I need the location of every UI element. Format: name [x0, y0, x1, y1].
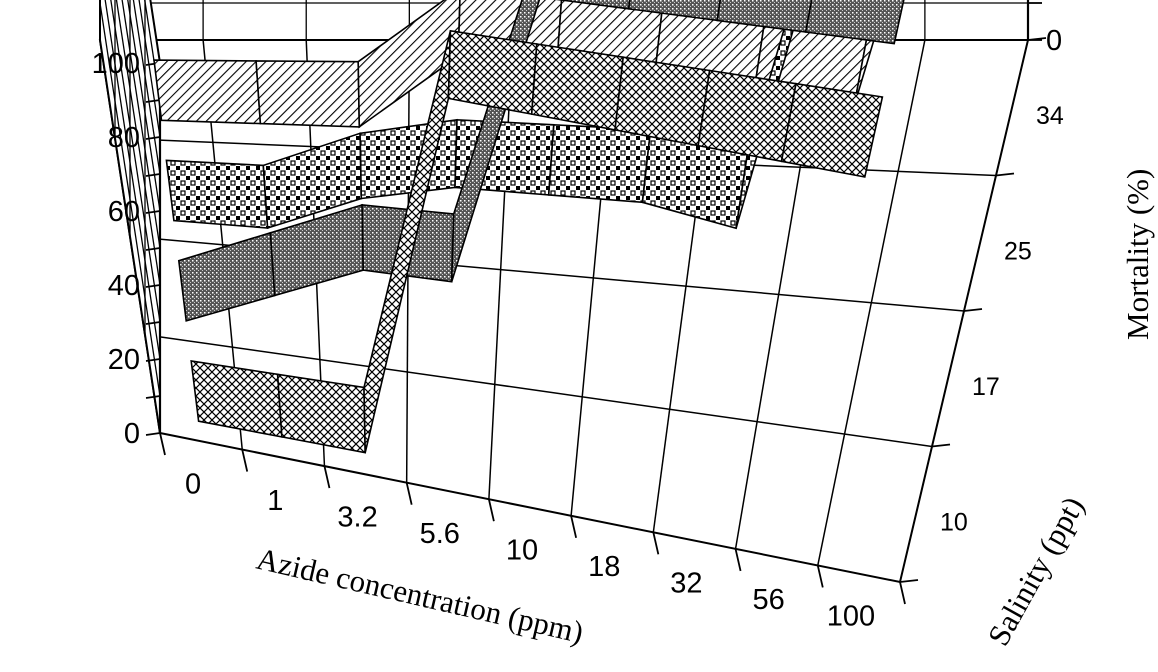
x-tick — [241, 449, 249, 472]
z-tick — [931, 443, 951, 448]
x-tick — [405, 482, 413, 505]
ribbon-segment — [804, 0, 905, 45]
x-tick-label: 5.6 — [420, 518, 460, 550]
left-wall-grid-line — [138, 0, 161, 138]
ribbon-segment — [627, 0, 722, 22]
z-tick — [1027, 37, 1047, 41]
y-tick-left — [145, 395, 161, 399]
x-tick-label: 32 — [670, 568, 702, 600]
ribbon-segment — [530, 43, 625, 131]
x-tick-label: 18 — [588, 551, 620, 583]
y-tick-label-left: 80 — [108, 122, 140, 154]
y-tick-left — [145, 136, 161, 140]
z-tick-label: 25 — [1004, 237, 1032, 265]
ribbon-segment — [555, 0, 631, 10]
floor-grid-line-z — [144, 334, 933, 448]
ribbon-segment — [614, 56, 711, 147]
y-tick-label-left: 0 — [124, 418, 140, 450]
z-tick-label: 10 — [940, 508, 968, 536]
x-tick — [488, 499, 495, 522]
x-tick-label: 1 — [267, 485, 283, 517]
z-tick — [995, 172, 1015, 177]
y-axis-title: Mortality (%) — [1120, 169, 1155, 340]
ribbon-segment — [359, 118, 458, 200]
ribbon-segment — [255, 60, 361, 128]
x-tick — [159, 432, 166, 456]
x-tick-label: 56 — [753, 584, 785, 616]
x-tick — [816, 565, 824, 588]
y-tick-left — [145, 432, 161, 436]
y-tick-label-left: 40 — [108, 270, 140, 302]
x-tick — [899, 581, 906, 605]
y-tick-label-right: 0 — [1046, 25, 1062, 57]
x-tick-label: 100 — [827, 601, 875, 633]
ribbon-segment — [716, 0, 813, 33]
left-wall-grid-line — [144, 0, 161, 101]
ribbon-segment — [165, 159, 269, 229]
x-tick-label: 0 — [185, 468, 201, 500]
y-tick-left — [145, 210, 161, 214]
x-tick — [323, 465, 331, 489]
x-tick-label: 10 — [506, 535, 538, 567]
y-tick-left — [145, 247, 161, 251]
y-tick-left — [145, 358, 161, 362]
y-tick-left — [145, 173, 161, 177]
y-tick-left — [145, 321, 161, 325]
y-tick-left — [145, 284, 161, 288]
y-tick-label-left: 100 — [92, 48, 140, 80]
ribbon-segment — [153, 59, 262, 125]
ribbon-segment — [447, 29, 538, 116]
ribbon-segment — [697, 69, 797, 163]
x-tick — [570, 515, 577, 538]
x-tick — [734, 548, 742, 572]
z-tick-label: 17 — [972, 373, 1000, 401]
left-wall-grid-line — [132, 0, 161, 175]
ribbon-segment — [357, 0, 461, 129]
z-tick — [899, 579, 919, 583]
y-tick-label-left: 20 — [108, 344, 140, 376]
ribbon-series — [190, 29, 884, 454]
y-tick-label-left: 60 — [108, 196, 140, 228]
y-tick-left — [145, 99, 161, 103]
z-axis-title: Salinity (ppt) — [981, 491, 1091, 652]
x-tick-label: 3.2 — [337, 501, 377, 533]
ribbon-segment — [547, 123, 652, 204]
ribbon-layer — [153, 0, 905, 454]
ribbon-segment — [780, 82, 884, 178]
z-tick-label: 34 — [1036, 102, 1064, 130]
z-tick — [963, 308, 983, 312]
x-tick — [652, 532, 660, 555]
